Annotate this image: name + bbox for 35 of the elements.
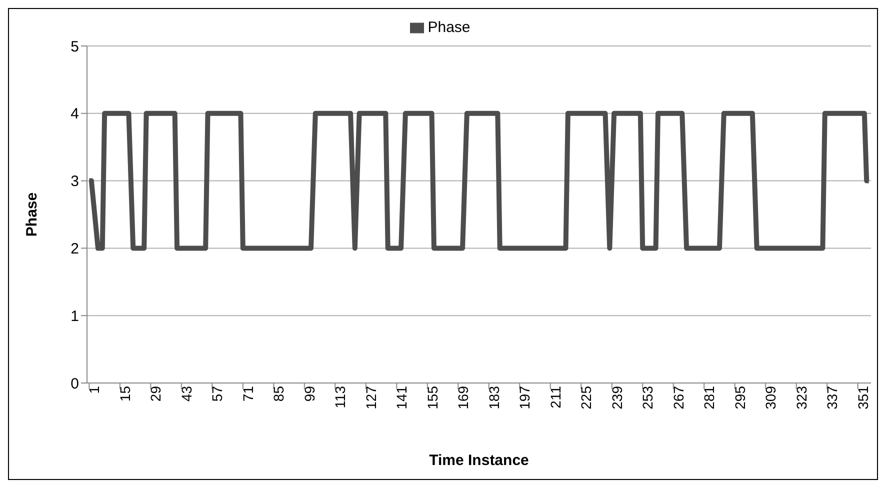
x-tick-label: 85 [270,386,287,402]
x-tick-label: 197 [516,386,533,410]
x-tick-label: 337 [824,386,840,410]
x-tick-label: 127 [362,386,379,410]
y-tick-label: 5 [70,38,79,56]
y-tick-label: 3 [70,173,79,190]
legend-label: Phase [428,19,470,36]
x-tick-label: 169 [455,386,472,410]
x-tick-label: 141 [394,386,410,410]
y-tick-label: 1 [70,308,79,325]
x-tick-label: 267 [670,386,686,410]
x-tick-label: 295 [732,386,748,410]
y-tick-label: 4 [70,106,79,123]
x-tick-label: 351 [854,386,871,410]
x-tick-label: 71 [240,386,256,402]
y-axis-title: Phase [23,192,40,237]
x-tick-label: 1 [86,386,102,394]
x-tick-label: 323 [793,386,810,410]
x-tick-label: 309 [762,386,779,410]
x-tick-label: 281 [701,386,718,410]
x-tick-label: 113 [332,386,348,408]
x-tick-label: 239 [608,386,625,410]
x-tick-label: 99 [301,386,318,402]
x-tick-label: 253 [640,386,656,410]
y-tick-label: 0 [70,375,79,392]
x-tick-label: 183 [486,386,502,410]
x-tick-label: 15 [116,386,133,402]
x-axis-title: Time Instance [429,452,529,469]
x-tick-label: 155 [424,386,440,410]
x-tick-label: 225 [578,386,594,410]
x-tick-label: 211 [547,386,564,408]
x-tick-label: 57 [209,386,226,402]
y-tick-label: 2 [70,240,79,258]
x-tick-label: 43 [178,386,194,402]
x-tick-label: 29 [148,386,164,402]
